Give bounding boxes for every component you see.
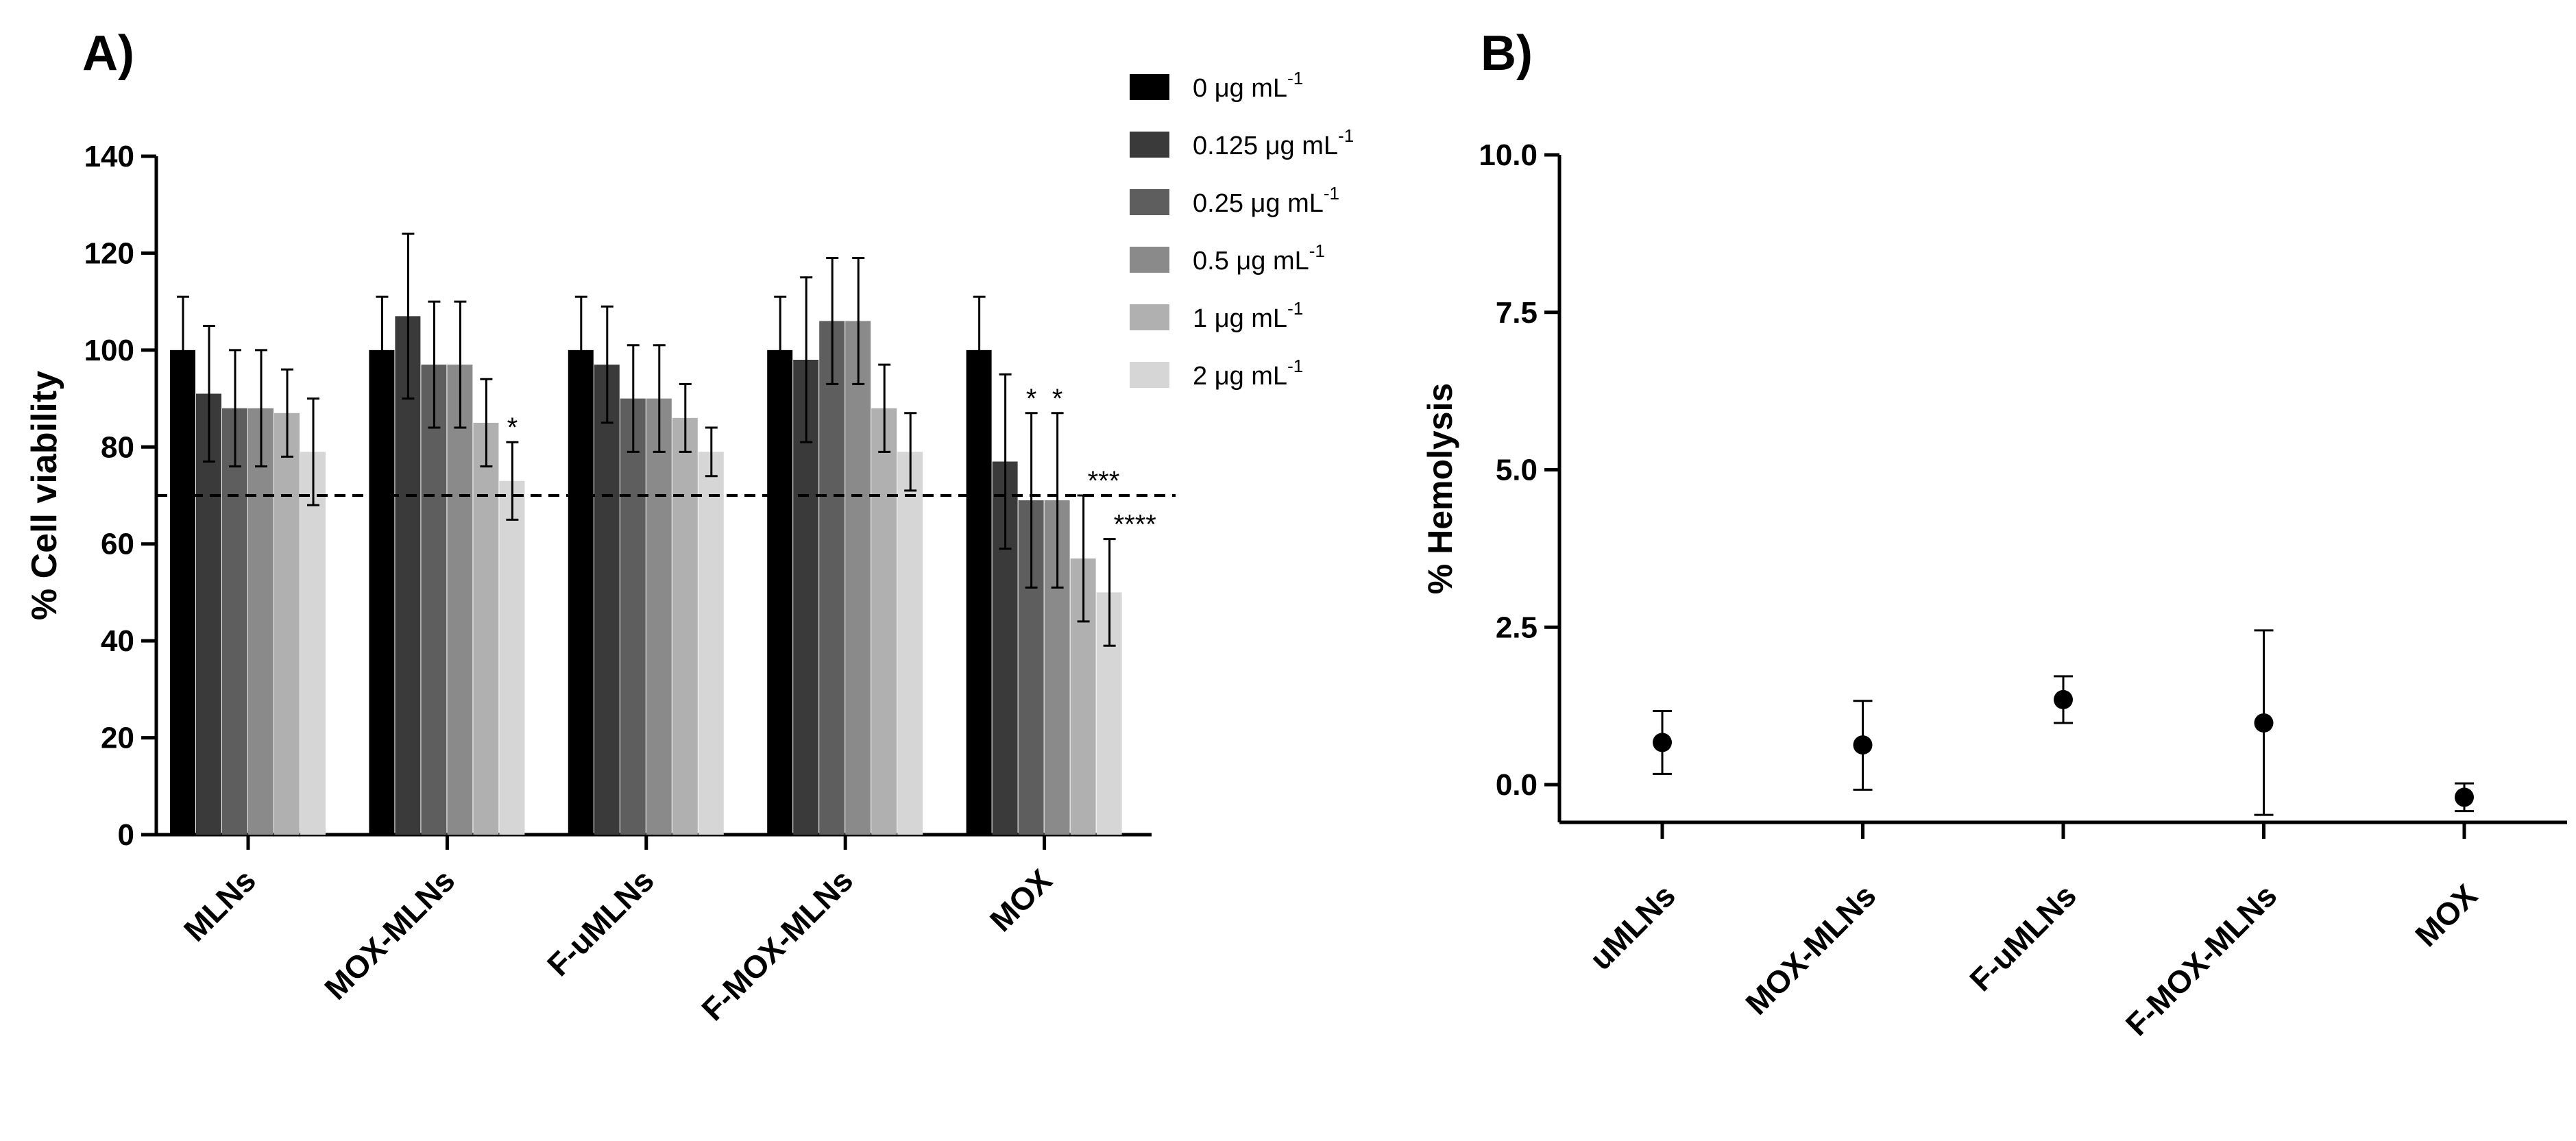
bar: [395, 316, 421, 835]
bar: [499, 480, 525, 835]
bar: [594, 365, 620, 835]
x-tick-label: F-MOX-MLNs: [2119, 877, 2284, 1042]
y-tick-label: 7.5: [1496, 296, 1538, 330]
x-tick-label: MOX: [983, 862, 1059, 938]
chart-a-legend: 0 μg mL-1 0.125 μg mL-1 0.25 μg mL-1 0.5 μg…: [1130, 68, 1354, 391]
bar: [421, 365, 447, 835]
legend-label-exponent: -1: [1309, 241, 1325, 261]
bar: [274, 413, 300, 835]
legend-swatch: [1130, 304, 1169, 330]
data-point: [2254, 713, 2274, 733]
panel-a-label: A): [82, 26, 134, 81]
bar: [170, 349, 195, 835]
bar: [620, 398, 646, 835]
y-tick-label: 40: [101, 624, 134, 658]
legend-label-exponent: -1: [1338, 125, 1354, 146]
legend-swatch: [1130, 189, 1169, 215]
significance-label: *: [1026, 384, 1037, 414]
bar: [646, 398, 672, 835]
y-tick-label: 120: [84, 236, 134, 270]
bar: [222, 408, 247, 835]
y-tick-label: 2.5: [1496, 611, 1538, 644]
chart-b-hemolysis: 0.0 2.5 5.0 7.5 10.0 % Hemolysis uMLNs MOX-MLNs…: [1421, 138, 2567, 1042]
legend-swatch: [1130, 247, 1169, 273]
data-point: [1653, 733, 1672, 752]
y-tick-label: 10.0: [1479, 138, 1538, 172]
bar: [897, 452, 923, 835]
bar: [767, 349, 793, 835]
significance-label: *: [1052, 384, 1063, 414]
y-axis-label: % Hemolysis: [1421, 383, 1459, 594]
legend-label: 0.25 μg mL-1: [1193, 183, 1339, 218]
data-point: [2455, 787, 2474, 807]
bar: [248, 408, 274, 835]
legend-label: 2 μg mL-1: [1193, 356, 1303, 391]
legend-label: 0.125 μg mL-1: [1193, 125, 1354, 160]
x-tick-label: MOX-MLNs: [1738, 877, 1882, 1021]
x-tick-label: F-MOX-MLNs: [694, 862, 860, 1027]
x-tick-label: MLNs: [177, 862, 263, 948]
y-axis-label: % Cell viability: [25, 371, 64, 620]
bar: [966, 349, 992, 835]
y-tick-label: 0.0: [1496, 768, 1538, 802]
legend-label-exponent: -1: [1324, 183, 1339, 204]
bar: [447, 365, 473, 835]
bar: [845, 321, 871, 835]
x-tick-label: MOX-MLNs: [317, 862, 461, 1006]
significance-label: *: [507, 413, 518, 443]
bar: [196, 393, 221, 835]
bar: [369, 349, 395, 835]
legend-swatch: [1130, 132, 1169, 158]
y-tick-label: 140: [84, 140, 134, 173]
x-tick-label: MOX: [2408, 877, 2484, 953]
y-tick-label: 5.0: [1496, 454, 1538, 487]
bar: [473, 422, 499, 835]
legend-swatch: [1130, 362, 1169, 388]
x-tick-label: F-uMLNs: [540, 862, 661, 983]
bar: [300, 452, 326, 835]
y-tick-label: 60: [101, 528, 134, 561]
y-tick-label: 100: [84, 334, 134, 367]
panel-b-label: B): [1481, 26, 1533, 81]
y-tick-label: 80: [101, 430, 134, 464]
y-tick-label: 20: [101, 722, 134, 755]
bar: [819, 321, 845, 835]
legend-label: 0.5 μg mL-1: [1193, 241, 1325, 275]
legend-label-exponent: -1: [1287, 298, 1303, 319]
data-point: [1853, 735, 1873, 755]
significance-label: ***: [1088, 466, 1120, 496]
legend-label: 1 μg mL-1: [1193, 298, 1303, 333]
legend-swatch: [1130, 74, 1169, 100]
legend-label: 0 μg mL-1: [1193, 68, 1303, 103]
chart-a-cell-viability: 0 20 40 60 80 100 120 140 % Cell viability MLNs * M…: [25, 140, 1176, 1027]
x-tick-label: uMLNs: [1583, 877, 1682, 977]
legend-label-exponent: -1: [1287, 356, 1303, 376]
x-tick-label: F-uMLNs: [1963, 877, 2083, 998]
y-tick-label: 0: [118, 818, 134, 852]
legend-label-exponent: -1: [1287, 68, 1303, 88]
bar: [568, 349, 594, 835]
bar: [698, 452, 724, 835]
significance-label: ****: [1114, 510, 1156, 540]
data-point: [2054, 689, 2073, 709]
bar: [871, 408, 897, 835]
bar: [672, 417, 698, 835]
